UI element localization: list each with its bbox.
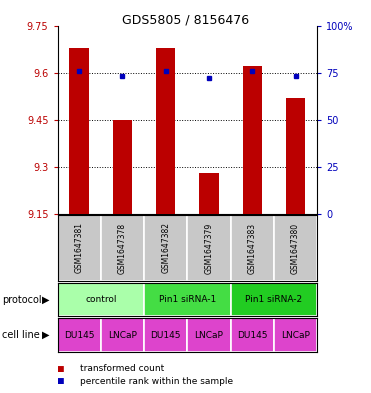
- Text: control: control: [85, 295, 116, 304]
- Bar: [58, 283, 144, 316]
- Text: ▶: ▶: [42, 295, 49, 305]
- Bar: [231, 318, 274, 352]
- Text: ■: ■: [58, 364, 63, 374]
- Bar: [69, 48, 89, 214]
- Text: GSM1647383: GSM1647383: [248, 222, 257, 274]
- Bar: [231, 215, 274, 281]
- Bar: [274, 215, 317, 281]
- Text: DU145: DU145: [151, 331, 181, 340]
- Text: Pin1 siRNA-1: Pin1 siRNA-1: [159, 295, 216, 304]
- Text: LNCaP: LNCaP: [281, 331, 310, 340]
- Text: GSM1647379: GSM1647379: [204, 222, 213, 274]
- Text: DU145: DU145: [237, 331, 267, 340]
- Text: LNCaP: LNCaP: [194, 331, 223, 340]
- Bar: [199, 173, 219, 214]
- Text: GSM1647378: GSM1647378: [118, 222, 127, 274]
- Bar: [274, 318, 317, 352]
- Text: percentile rank within the sample: percentile rank within the sample: [80, 377, 233, 386]
- Bar: [144, 318, 187, 352]
- Bar: [144, 215, 187, 281]
- Text: GSM1647380: GSM1647380: [291, 222, 300, 274]
- Bar: [187, 215, 231, 281]
- Bar: [58, 318, 101, 352]
- Bar: [156, 48, 175, 214]
- Text: transformed count: transformed count: [80, 364, 164, 373]
- Text: cell line: cell line: [2, 330, 40, 340]
- Text: LNCaP: LNCaP: [108, 331, 137, 340]
- Text: GSM1647381: GSM1647381: [75, 222, 83, 274]
- Text: ■: ■: [58, 376, 63, 386]
- Bar: [144, 283, 231, 316]
- Text: DU145: DU145: [64, 331, 94, 340]
- Bar: [101, 318, 144, 352]
- Bar: [101, 215, 144, 281]
- Bar: [187, 318, 231, 352]
- Text: Pin1 siRNA-2: Pin1 siRNA-2: [245, 295, 302, 304]
- Text: protocol: protocol: [2, 295, 42, 305]
- Bar: [58, 215, 101, 281]
- Text: GDS5805 / 8156476: GDS5805 / 8156476: [122, 14, 249, 27]
- Bar: [243, 66, 262, 214]
- Text: ▶: ▶: [42, 330, 49, 340]
- Text: GSM1647382: GSM1647382: [161, 222, 170, 274]
- Bar: [231, 283, 317, 316]
- Bar: [286, 98, 305, 214]
- Bar: [113, 120, 132, 214]
